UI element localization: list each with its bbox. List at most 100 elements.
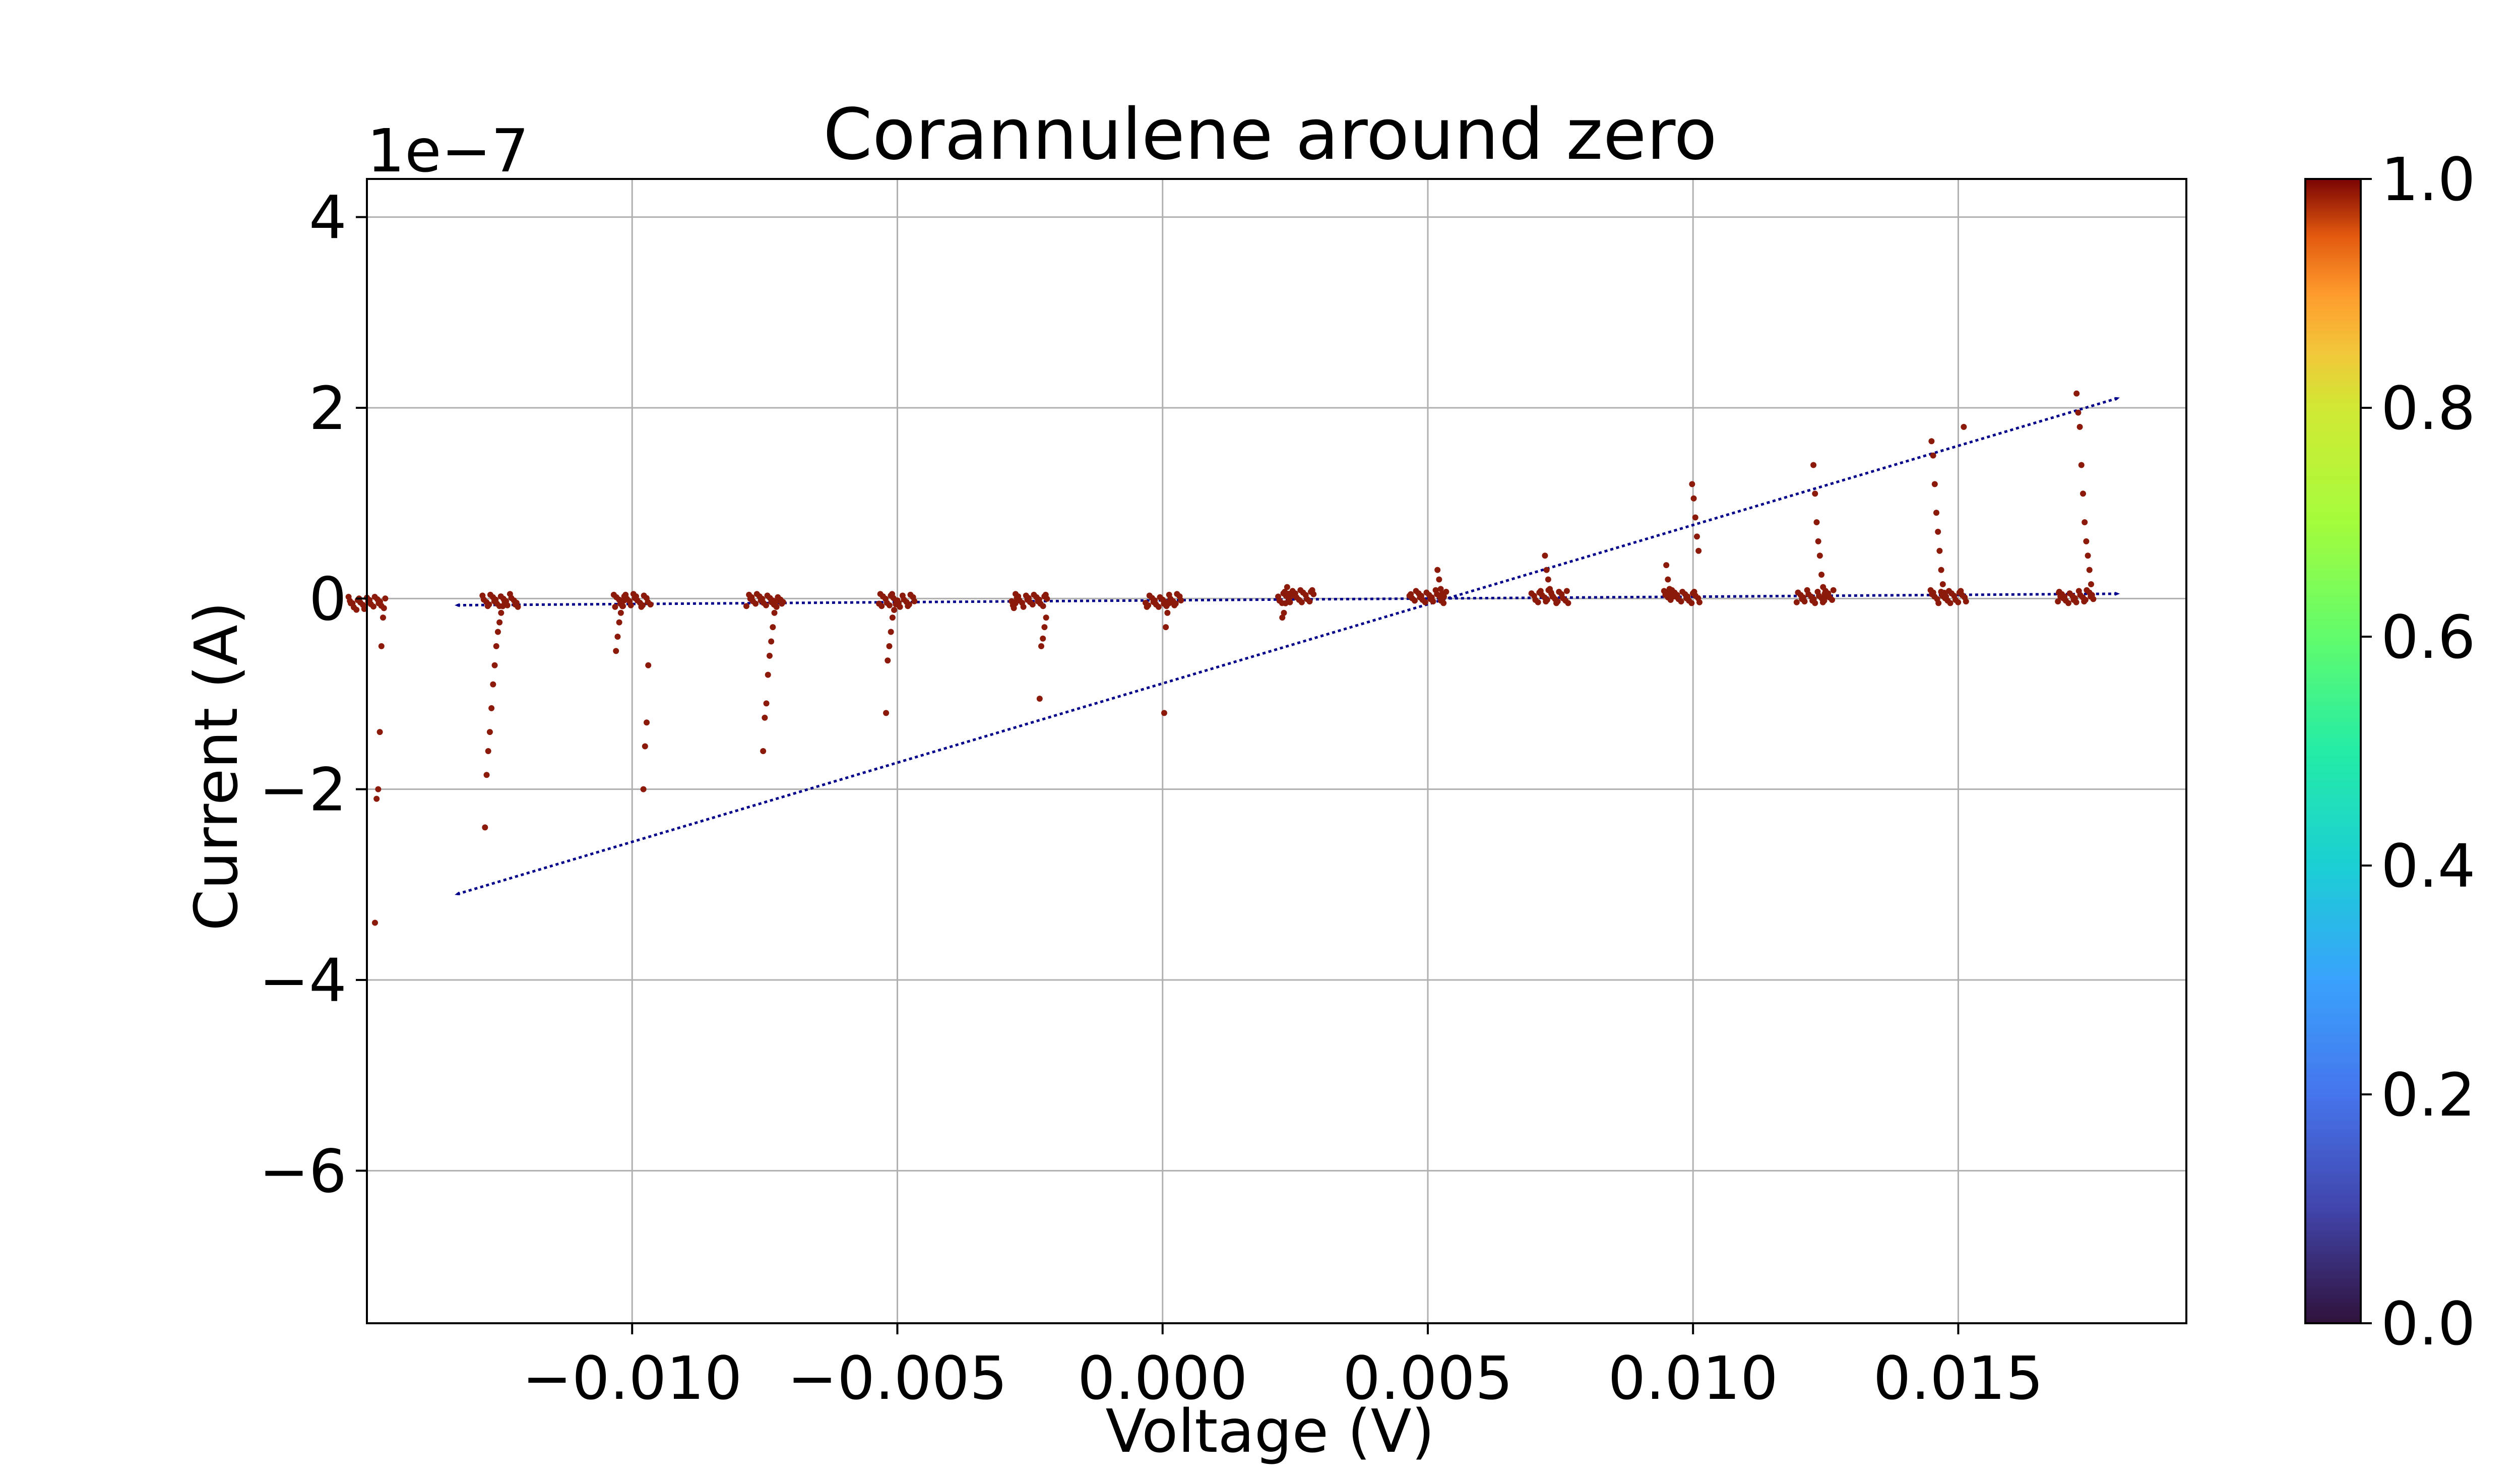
y-axis-label: Current (A) <box>181 601 251 931</box>
scatter-point <box>501 597 508 604</box>
scatter-point <box>348 600 354 606</box>
scatter-point <box>743 603 749 609</box>
scatter-point <box>491 662 498 668</box>
scatter-point <box>1662 592 1669 598</box>
scatter-point <box>1532 596 1539 603</box>
scatter-point <box>1413 588 1419 594</box>
scatter-point <box>1815 538 1821 544</box>
scatter-point <box>480 596 487 603</box>
scatter-point <box>1813 519 1820 525</box>
scatter-point <box>768 599 775 605</box>
scatter-point <box>1436 576 1442 583</box>
scatter-point <box>888 629 894 635</box>
scatter-point <box>499 603 506 609</box>
scatter-point <box>1281 609 1287 616</box>
scatter-point <box>1793 599 1800 605</box>
scatter-point <box>1666 586 1673 592</box>
scatter-point <box>1938 567 1944 573</box>
scatter-point <box>765 671 771 678</box>
scatter-point <box>2088 593 2094 600</box>
scatter-point <box>1528 590 1535 597</box>
scatter-point <box>1696 599 1703 605</box>
scatter-point <box>2085 552 2091 559</box>
scatter-point <box>484 603 491 609</box>
scatter-point <box>758 597 764 604</box>
scatter-point <box>2066 590 2073 597</box>
arrow-layer <box>454 397 2120 896</box>
scatter-point <box>1689 590 1696 597</box>
chart-title: Corannulene around zero <box>823 94 1717 176</box>
scatter-point <box>1928 438 1935 445</box>
scatter-points <box>345 390 2097 926</box>
scatter-point <box>627 602 634 608</box>
scatter-point <box>1038 643 1044 649</box>
scatter-point <box>1542 552 1548 559</box>
scatter-point <box>891 607 898 613</box>
scatter-point <box>1553 600 1560 606</box>
scatter-point <box>764 592 771 599</box>
scatter-point <box>1821 590 1828 597</box>
scatter-point <box>375 600 382 606</box>
scatter-point <box>2084 587 2090 593</box>
scatter-point <box>1041 624 1048 631</box>
scatter-point <box>1795 589 1801 596</box>
scatter-point <box>1935 600 1942 606</box>
scatter-point <box>771 609 778 616</box>
y-tick-label: 4 <box>309 183 347 253</box>
y-axis-ticks: 4 2 0 −2 −4 −6 <box>259 183 367 1206</box>
grid-lines <box>367 179 2186 1323</box>
y-tick-label: −4 <box>259 946 347 1015</box>
scatter-point <box>2080 490 2086 497</box>
scatter-point <box>1945 588 1952 594</box>
scatter-point <box>884 599 890 606</box>
scatter-point <box>1665 576 1671 583</box>
scatter-point <box>1171 602 1178 608</box>
scatter-point <box>2075 409 2082 416</box>
scatter-point <box>1816 592 1822 599</box>
scatter-point <box>1536 589 1543 596</box>
scatter-point <box>1040 635 1046 642</box>
scatter-point <box>1279 614 1286 621</box>
scatter-point <box>1150 599 1157 605</box>
scatter-point <box>2083 538 2090 544</box>
y-tick-label: −6 <box>259 1136 347 1206</box>
scatter-point <box>2076 423 2083 430</box>
scatter-point <box>1157 594 1163 600</box>
scatter-point <box>1695 547 1702 554</box>
scatter-point <box>1936 547 1943 554</box>
scatter-point <box>1161 600 1167 607</box>
scatter-point <box>1308 588 1314 595</box>
scatter-point <box>619 603 626 609</box>
x-tick-label: 0.015 <box>1873 1343 2044 1413</box>
scatter-point <box>1818 572 1825 578</box>
scatter-point <box>1434 567 1441 573</box>
scatter-point <box>877 591 884 597</box>
colorbar-tick-label: 0.8 <box>2381 374 2476 443</box>
scatter-point <box>1819 599 1826 605</box>
scatter-point <box>1146 592 1153 599</box>
scatter-point <box>1560 595 1566 601</box>
scatter-point <box>1963 598 1969 605</box>
scatter-point <box>2073 390 2080 397</box>
scatter-point <box>1041 593 1048 600</box>
scatter-point <box>1024 596 1031 603</box>
scatter-point <box>491 598 497 604</box>
scatter-point <box>1161 710 1167 716</box>
scatter-point <box>1031 591 1037 598</box>
scatter-point <box>1144 603 1150 610</box>
scatter-point <box>645 662 652 668</box>
scatter-point <box>638 603 645 610</box>
scatter-point <box>1941 589 1947 596</box>
scatter-point <box>886 643 893 649</box>
scatter-point <box>616 619 622 626</box>
scatter-point <box>1286 590 1292 597</box>
scatter-point <box>382 595 389 602</box>
scatter-point <box>373 795 380 802</box>
y-tick-label: −2 <box>259 755 347 825</box>
scatter-point <box>1043 614 1049 621</box>
scatter-point <box>508 595 515 601</box>
scatter-point <box>1543 567 1550 573</box>
scatter-point <box>1280 590 1287 597</box>
scatter-point <box>632 595 638 601</box>
x-axis-ticks: −0.010 −0.005 0.000 0.005 0.010 0.015 <box>522 1323 2043 1413</box>
